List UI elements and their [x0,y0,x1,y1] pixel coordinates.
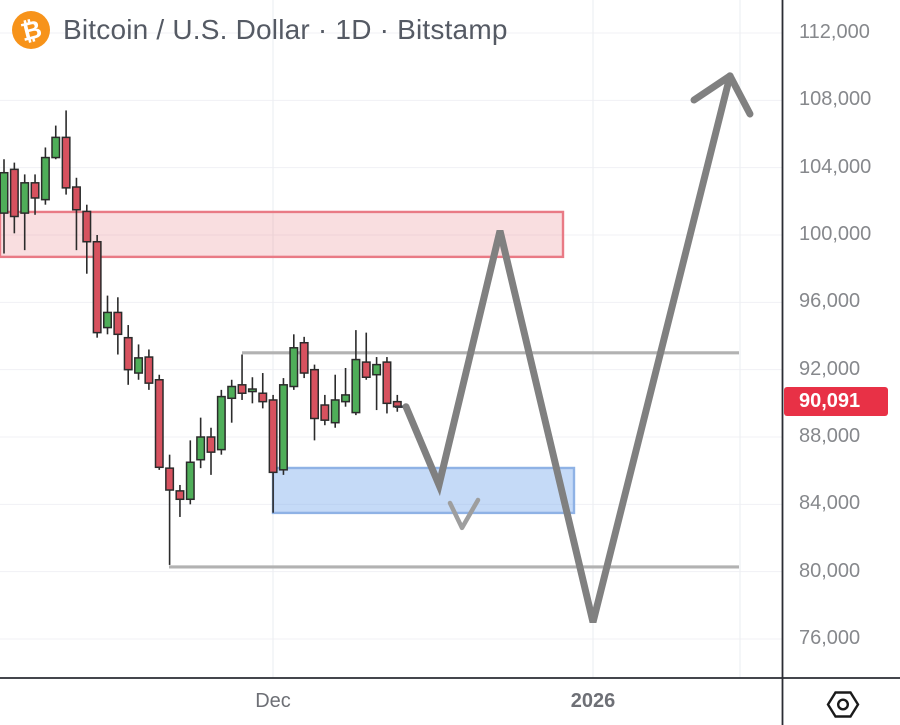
price-tick-label: 104,000 [799,155,872,178]
candle [103,311,112,329]
candle [92,240,102,334]
candle [51,136,61,159]
candle [237,384,247,394]
price-tick-label: 100,000 [799,223,872,245]
candle [71,186,81,211]
candle [20,182,30,214]
price-tick-label: 108,000 [799,88,872,111]
candle [341,394,351,403]
candle [82,210,92,243]
price-tick-label: 80,000 [799,559,861,582]
time-tick-label: Dec [255,690,291,712]
bitcoin-glyph: ₿ [17,13,45,47]
candle [330,399,340,424]
price-tick-label: 112,000 [799,21,870,43]
candle [154,379,164,469]
candle [278,384,288,471]
candle [351,358,361,414]
time-tick-label: 2026 [570,690,616,712]
candle [206,436,216,453]
quick-settings-icon[interactable] [826,689,860,720]
candle [382,361,392,405]
candle [0,171,9,214]
candle [196,436,206,461]
candle [134,357,144,374]
candle [299,341,309,374]
candle [247,388,257,393]
demand-zone-box[interactable] [271,466,576,515]
chart-title: Bitcoin / U.S. Dollar · 1D · Bitstamp [63,14,508,45]
candle [165,467,175,491]
price-axis[interactable]: 90,091 112,000 108,000 104,000 100,000 96,00… [782,0,900,678]
candle [9,168,19,218]
candle [123,336,133,371]
candle [227,385,237,400]
candle [361,361,371,378]
candle [113,311,123,336]
candle [310,368,319,420]
candle [61,136,71,189]
candle [372,363,382,376]
projection-arrowhead [690,72,734,104]
price-tick-label: 88,000 [799,425,861,447]
candle [258,392,268,403]
candle [216,395,226,451]
candle [175,490,185,501]
price-tick-label: 92,000 [799,357,861,380]
price-tick-label: 84,000 [799,492,861,515]
hexagon-outline [826,691,860,718]
candle [144,356,154,384]
candle [185,461,195,501]
symbol-legend[interactable]: ₿ Bitcoin / U.S. Dollar · 1D · Bitstamp [12,11,508,49]
candle [289,347,299,388]
projection-arrowhead [726,72,754,118]
checkmark-drawing[interactable] [447,497,481,531]
candle [40,156,50,201]
candle [30,182,40,199]
time-axis[interactable]: Dec 2026 [0,678,900,725]
projection-arrow[interactable] [402,72,734,624]
bitcoin-icon: ₿ [12,11,50,49]
hexagon-dot [836,698,850,711]
candle [320,404,330,421]
price-tick-label: 76,000 [799,627,861,649]
candle [268,399,278,474]
price-tick-label: 96,000 [799,290,861,313]
last-price-label: 90,091 [784,387,888,417]
